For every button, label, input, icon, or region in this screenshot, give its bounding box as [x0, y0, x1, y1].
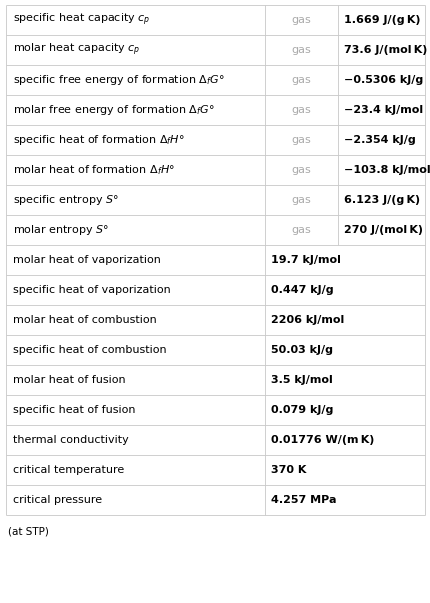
Text: −23.4 kJ/mol: −23.4 kJ/mol [344, 105, 422, 115]
Text: specific heat capacity $c_p$: specific heat capacity $c_p$ [13, 12, 150, 28]
Text: specific heat of fusion: specific heat of fusion [13, 405, 135, 415]
Text: critical temperature: critical temperature [13, 465, 124, 475]
Text: molar free energy of formation $\Delta_f G°$: molar free energy of formation $\Delta_f… [13, 103, 214, 117]
Text: specific heat of vaporization: specific heat of vaporization [13, 285, 170, 295]
Text: gas: gas [291, 225, 311, 235]
Text: specific heat of combustion: specific heat of combustion [13, 345, 166, 355]
Text: −0.5306 kJ/g: −0.5306 kJ/g [344, 75, 423, 85]
Text: 73.6 J/(mol K): 73.6 J/(mol K) [344, 45, 427, 55]
Text: 4.257 MPa: 4.257 MPa [270, 495, 336, 505]
Text: critical pressure: critical pressure [13, 495, 102, 505]
Text: (at STP): (at STP) [8, 527, 49, 537]
Text: 1.669 J/(g K): 1.669 J/(g K) [344, 15, 420, 25]
Text: gas: gas [291, 15, 311, 25]
Text: 370 K: 370 K [270, 465, 306, 475]
Text: −2.354 kJ/g: −2.354 kJ/g [344, 135, 415, 145]
Text: 0.01776 W/(m K): 0.01776 W/(m K) [270, 435, 373, 445]
Text: 19.7 kJ/mol: 19.7 kJ/mol [270, 255, 340, 265]
Text: gas: gas [291, 45, 311, 55]
Text: 6.123 J/(g K): 6.123 J/(g K) [344, 195, 419, 205]
Text: molar heat of combustion: molar heat of combustion [13, 315, 157, 325]
Text: gas: gas [291, 165, 311, 175]
Text: gas: gas [291, 195, 311, 205]
Text: −103.8 kJ/mol: −103.8 kJ/mol [344, 165, 430, 175]
Text: molar heat of formation $\Delta_f H°$: molar heat of formation $\Delta_f H°$ [13, 163, 175, 177]
Text: 270 J/(mol K): 270 J/(mol K) [344, 225, 422, 235]
Text: thermal conductivity: thermal conductivity [13, 435, 129, 445]
Text: molar entropy $S°$: molar entropy $S°$ [13, 223, 109, 237]
Text: 2206 kJ/mol: 2206 kJ/mol [270, 315, 344, 325]
Text: gas: gas [291, 135, 311, 145]
Text: 0.079 kJ/g: 0.079 kJ/g [270, 405, 332, 415]
Text: 50.03 kJ/g: 50.03 kJ/g [270, 345, 332, 355]
Text: gas: gas [291, 105, 311, 115]
Text: specific free energy of formation $\Delta_f G°$: specific free energy of formation $\Delt… [13, 73, 224, 87]
Text: molar heat of fusion: molar heat of fusion [13, 375, 125, 385]
Text: 0.447 kJ/g: 0.447 kJ/g [270, 285, 333, 295]
Text: specific heat of formation $\Delta_f H°$: specific heat of formation $\Delta_f H°$ [13, 133, 184, 147]
Text: gas: gas [291, 75, 311, 85]
Text: 3.5 kJ/mol: 3.5 kJ/mol [270, 375, 332, 385]
Text: molar heat capacity $c_p$: molar heat capacity $c_p$ [13, 42, 140, 58]
Text: molar heat of vaporization: molar heat of vaporization [13, 255, 160, 265]
Text: specific entropy $S°$: specific entropy $S°$ [13, 193, 119, 207]
